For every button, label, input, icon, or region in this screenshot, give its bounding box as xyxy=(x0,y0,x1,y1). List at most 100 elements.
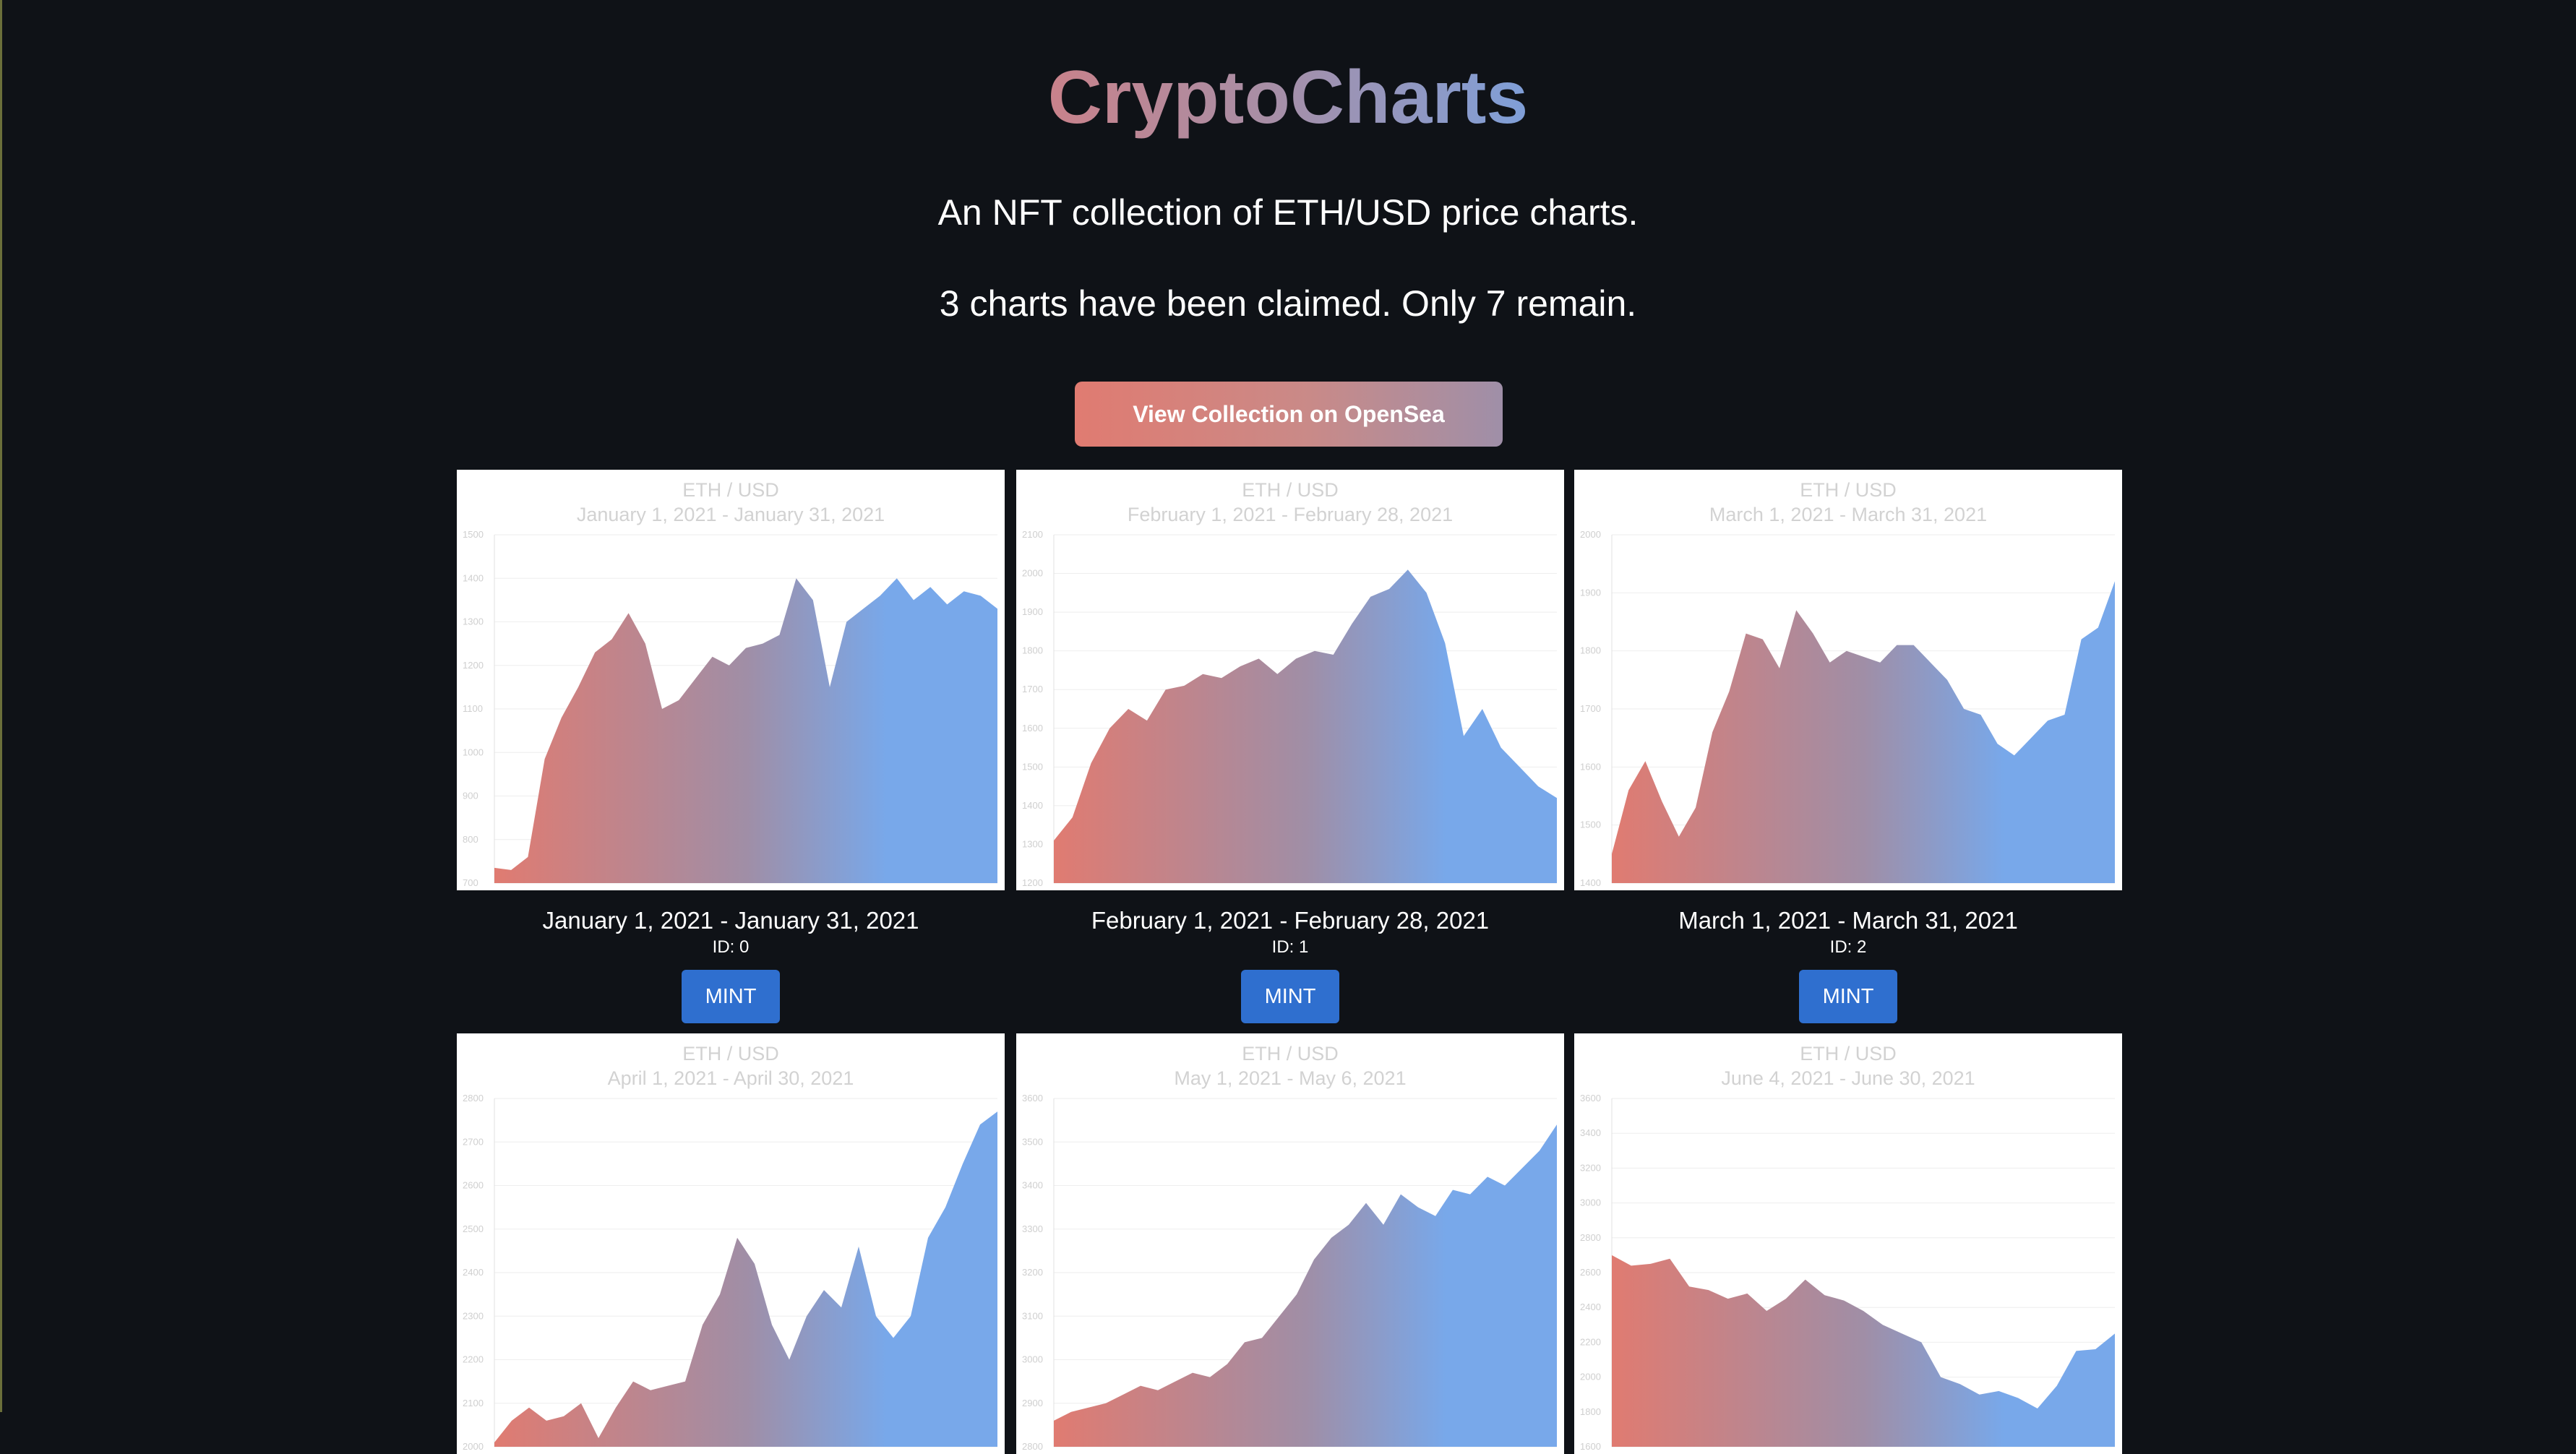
data-point xyxy=(1140,1385,1141,1387)
mint-button[interactable]: MINT xyxy=(682,970,780,1023)
y-tick-label: 1100 xyxy=(463,703,483,714)
y-tick-label: 900 xyxy=(463,791,478,801)
data-point xyxy=(1165,689,1167,690)
y-tick-label: 2300 xyxy=(463,1310,484,1321)
data-point xyxy=(1631,1265,1632,1267)
price-chart-5: 1600 1800 2000 2200 2400 2600 2800 3000 3200 3400… xyxy=(1580,1093,2115,1452)
data-point xyxy=(1519,767,1521,768)
y-tick-label: 1900 xyxy=(1580,587,1601,598)
y-tick-label: 2400 xyxy=(463,1267,484,1278)
data-point xyxy=(1708,1289,1709,1291)
data-point xyxy=(812,600,814,601)
data-point xyxy=(1314,650,1315,652)
data-point xyxy=(729,665,730,666)
data-point xyxy=(1296,1294,1297,1295)
chart-title: ETH / USD xyxy=(1242,479,1339,501)
data-point xyxy=(1879,662,1881,663)
price-chart-1: 1200 1300 1400 1500 1600 1700 1800 1900 2000 2100 xyxy=(1022,529,1558,888)
data-point xyxy=(1091,762,1092,764)
data-point xyxy=(719,1294,721,1295)
data-point xyxy=(796,578,797,580)
y-tick-label: 3100 xyxy=(1022,1310,1043,1321)
data-point xyxy=(1175,1381,1176,1382)
mint-button[interactable]: MINT xyxy=(1241,970,1339,1023)
data-point xyxy=(997,1111,998,1112)
y-tick-label: 2600 xyxy=(463,1180,484,1191)
data-point xyxy=(1407,569,1409,570)
data-point xyxy=(1365,1203,1367,1204)
data-point xyxy=(863,608,864,610)
data-point xyxy=(1843,1300,1845,1302)
y-tick-label: 1500 xyxy=(463,529,484,540)
y-tick-label: 1200 xyxy=(463,660,484,671)
data-point xyxy=(846,621,847,623)
data-point xyxy=(528,1407,530,1408)
data-point xyxy=(1846,650,1847,652)
data-point xyxy=(979,1124,981,1125)
data-point xyxy=(563,1416,564,1417)
data-point xyxy=(594,652,596,653)
data-point xyxy=(684,1381,686,1382)
data-point xyxy=(1331,1237,1332,1239)
data-point xyxy=(2098,627,2099,629)
data-point xyxy=(1370,596,1371,598)
chart-title: ETH / USD xyxy=(1800,479,1897,501)
data-point xyxy=(1662,801,1663,803)
data-point xyxy=(1261,1338,1263,1339)
data-point xyxy=(712,656,713,658)
y-tick-label: 1300 xyxy=(463,616,484,627)
data-point xyxy=(1348,1224,1349,1226)
data-point xyxy=(829,687,830,688)
data-point xyxy=(1426,593,1427,594)
card-date-range: January 1, 2021 - January 31, 2021 xyxy=(542,907,919,934)
data-point xyxy=(1463,736,1464,737)
data-point xyxy=(510,869,512,871)
data-point xyxy=(1383,1224,1384,1226)
y-tick-label: 3400 xyxy=(1022,1180,1043,1191)
y-tick-label: 2500 xyxy=(463,1223,484,1234)
data-point xyxy=(1146,720,1148,721)
y-tick-label: 3400 xyxy=(1580,1127,1601,1138)
chart-image-1: 1200 1300 1400 1500 1600 1700 1800 1900 2000 2100… xyxy=(1016,470,1564,890)
data-point xyxy=(667,1385,669,1387)
data-point xyxy=(650,1390,651,1391)
price-area-series xyxy=(1054,569,1557,883)
y-tick-label: 3000 xyxy=(1022,1354,1043,1365)
card-id: ID: 2 xyxy=(1829,937,1867,957)
data-point xyxy=(1824,1295,1826,1296)
data-point xyxy=(2056,1385,2058,1387)
y-tick-label: 2200 xyxy=(463,1354,484,1365)
price-area-series xyxy=(494,578,997,883)
chart-date-range: March 1, 2021 - March 31, 2021 xyxy=(1709,504,1988,525)
y-tick-label: 2700 xyxy=(463,1136,484,1147)
data-point xyxy=(1227,1364,1228,1365)
data-point xyxy=(1979,1394,1980,1395)
data-point xyxy=(806,1316,807,1317)
chart-date-range: May 1, 2021 - May 6, 2021 xyxy=(1174,1067,1407,1089)
data-point xyxy=(2064,714,2066,715)
price-chart-0: 700 800 900 1000 1100 1200 1300 1400 1500 xyxy=(463,529,997,888)
y-tick-label: 3600 xyxy=(1580,1093,1601,1104)
data-point xyxy=(1897,645,1898,646)
data-point xyxy=(1053,1420,1055,1421)
data-point xyxy=(1500,747,1502,749)
data-point xyxy=(1829,662,1831,663)
page-title: CryptoCharts xyxy=(1047,56,1529,139)
data-point xyxy=(1556,1124,1558,1125)
view-on-opensea-button[interactable]: View Collection on OpenSea xyxy=(1075,382,1503,447)
mint-button[interactable]: MINT xyxy=(1799,970,1897,1023)
data-point xyxy=(2030,737,2032,739)
data-point xyxy=(1902,1333,1903,1335)
data-point xyxy=(1556,797,1558,799)
data-point xyxy=(2076,1351,2077,1352)
y-tick-label: 1600 xyxy=(1580,1441,1601,1452)
data-point xyxy=(1998,1390,2000,1392)
data-point xyxy=(779,634,781,636)
data-point xyxy=(546,1420,547,1421)
data-point xyxy=(1712,731,1713,733)
data-point xyxy=(1445,642,1446,644)
y-tick-label: 2100 xyxy=(1022,529,1043,540)
data-point xyxy=(678,700,679,701)
chart-title: ETH / USD xyxy=(1242,1043,1339,1064)
y-tick-label: 700 xyxy=(463,877,478,888)
